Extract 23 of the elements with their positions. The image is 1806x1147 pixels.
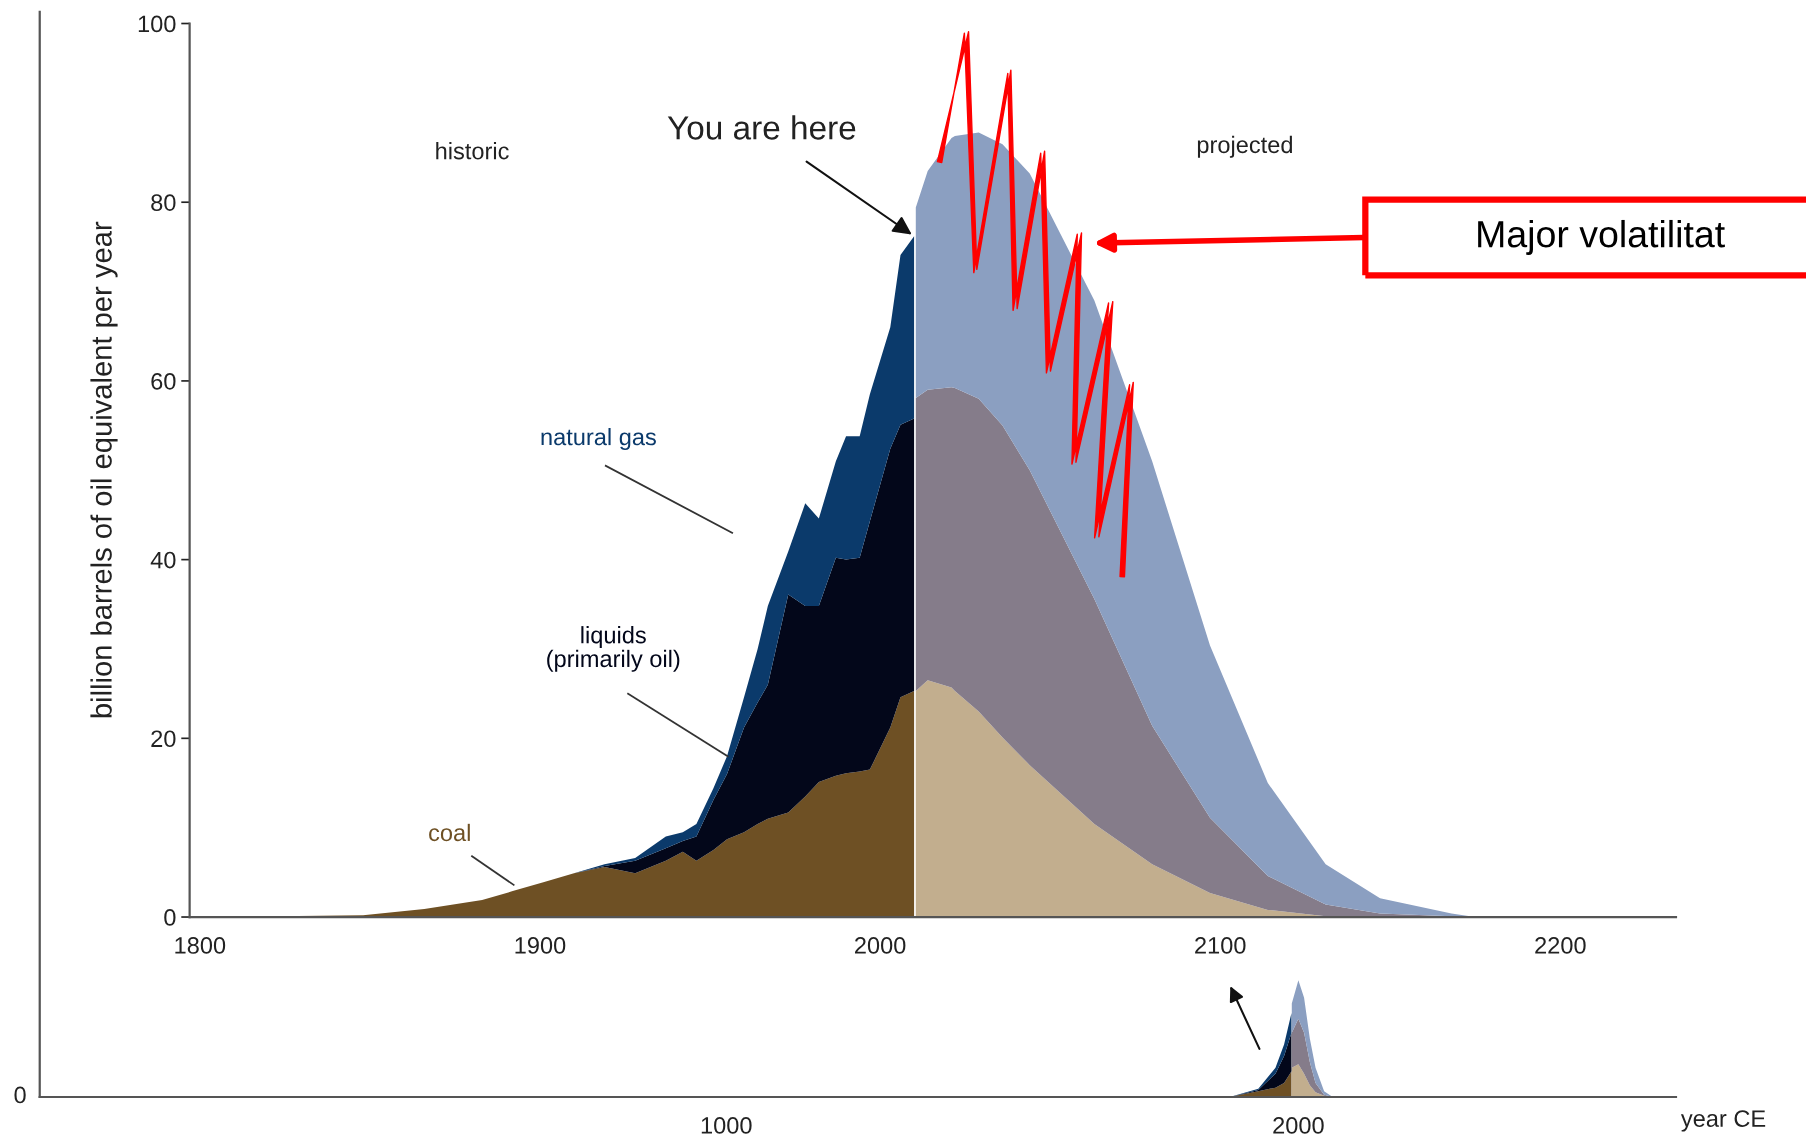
y-tick-label: 60 — [151, 372, 176, 390]
x-tick-label: 1900 — [515, 937, 566, 954]
text: 0 — [14, 1086, 26, 1104]
text: natural gas — [541, 427, 656, 450]
annotation: projected — [1197, 135, 1292, 158]
x-tick-label: 2200 — [1535, 937, 1586, 954]
x-tick-label: 2000 — [855, 937, 906, 954]
y-tick-label: 100 — [138, 15, 176, 33]
annotation: You are here — [667, 115, 856, 140]
text: liquids (primarily oil) — [547, 626, 680, 672]
x-tick-label: 2100 — [1195, 937, 1246, 954]
x-tick-label: 1000 — [701, 1117, 752, 1134]
text: coal — [429, 823, 470, 842]
x-tick-label: 1800 — [175, 937, 226, 954]
y-tick-label: 40 — [150, 551, 176, 569]
x-tick-label: 2000 — [1273, 1117, 1324, 1134]
y-tick-label: 20 — [151, 730, 176, 748]
y-tick-label: 0 — [164, 909, 176, 926]
annotation: historic — [436, 142, 509, 160]
y-axis-title: billion barrels of oil equivalent per year — [90, 221, 118, 718]
x-axis-title: year CE — [1680, 1110, 1766, 1132]
y-tick-label: 80 — [151, 194, 176, 211]
annotation: Major volatilitat — [1478, 219, 1725, 255]
